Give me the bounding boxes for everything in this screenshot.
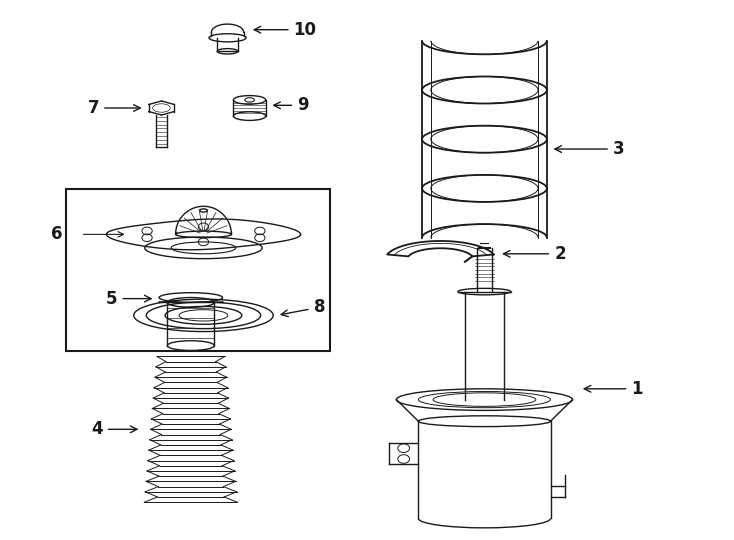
Text: 6: 6 <box>51 225 62 244</box>
Text: 7: 7 <box>87 99 140 117</box>
Text: 10: 10 <box>254 21 316 39</box>
Text: 2: 2 <box>504 245 566 263</box>
Text: 1: 1 <box>584 380 643 398</box>
Text: 4: 4 <box>91 420 137 438</box>
Text: 8: 8 <box>281 298 325 316</box>
Bar <box>66 189 330 351</box>
Text: 9: 9 <box>274 96 309 114</box>
Text: 5: 5 <box>106 289 151 308</box>
Text: 3: 3 <box>555 140 625 158</box>
